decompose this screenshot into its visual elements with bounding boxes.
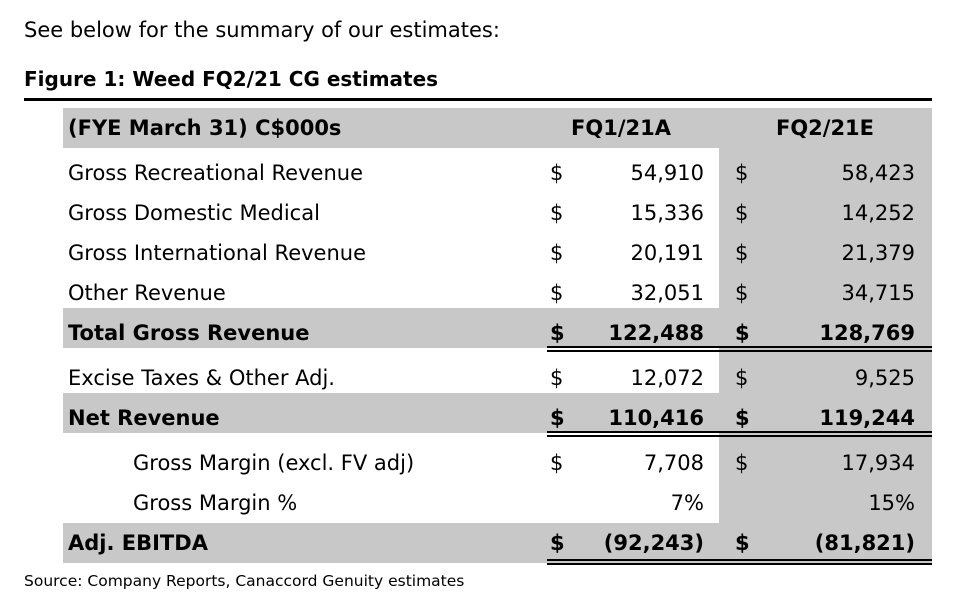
fq2-currency: $	[735, 201, 749, 225]
total-gross-revenue-rule-2	[547, 350, 932, 352]
fq2-value: 15%	[868, 491, 915, 515]
fq1-currency: $	[550, 281, 564, 305]
estimate-column-shade	[719, 148, 932, 563]
header-label: (FYE March 31) C$000s	[68, 116, 342, 140]
fq2-value: 21,379	[841, 241, 915, 265]
adj-ebitda-rule	[547, 559, 932, 561]
row-label: Total Gross Revenue	[68, 321, 310, 345]
fq1-value: 7%	[670, 491, 704, 515]
fq1-currency: $	[550, 451, 564, 475]
fq2-currency: $	[735, 366, 749, 390]
fq2-value: 34,715	[841, 281, 915, 305]
fq2-value: 128,769	[819, 321, 915, 345]
intro-text: See below for the summary of our estimat…	[24, 18, 500, 42]
fq2-currency: $	[735, 161, 749, 185]
header-fq2: FQ2/21E	[775, 116, 875, 140]
fq1-value: 15,336	[630, 201, 704, 225]
fq2-value: 9,525	[854, 366, 915, 390]
adj-ebitda-shade	[63, 523, 932, 563]
net-revenue-shade	[63, 393, 932, 433]
fq1-currency: $	[550, 366, 564, 390]
fq2-currency: $	[735, 321, 750, 345]
figure-title-rule	[24, 98, 932, 101]
fq2-currency: $	[735, 406, 750, 430]
fq1-currency: $	[550, 201, 564, 225]
row-label: Gross International Revenue	[68, 241, 367, 265]
figure-title: Figure 1: Weed FQ2/21 CG estimates	[24, 67, 439, 91]
fq1-value: 110,416	[608, 406, 704, 430]
fq2-currency: $	[735, 241, 749, 265]
row-label: Other Revenue	[68, 281, 226, 305]
fq2-value: 14,252	[841, 201, 915, 225]
fq2-currency: $	[735, 281, 749, 305]
fq1-currency: $	[550, 241, 564, 265]
source-note: Source: Company Reports, Canaccord Genui…	[24, 572, 465, 590]
fq1-value: 7,708	[643, 451, 704, 475]
fq1-value: 32,051	[630, 281, 704, 305]
fq2-currency: $	[735, 451, 749, 475]
total-gross-revenue-shade	[63, 308, 932, 348]
fq2-currency: $	[735, 531, 750, 555]
estimates-table: (FYE March 31) C$000s FQ1/21A FQ2/21E Gr…	[63, 108, 932, 565]
net-revenue-rule	[547, 431, 932, 433]
adj-ebitda-rule-2	[547, 563, 932, 565]
net-revenue-rule-2	[547, 435, 932, 437]
row-label: Gross Margin %	[133, 491, 298, 515]
fq1-value: 54,910	[630, 161, 704, 185]
fq1-currency: $	[550, 531, 565, 555]
fq1-value: 122,488	[608, 321, 704, 345]
fq1-value: (92,243)	[603, 531, 704, 555]
row-label: Net Revenue	[68, 406, 220, 430]
row-label: Gross Domestic Medical	[68, 201, 320, 225]
fq2-value: (81,821)	[814, 531, 915, 555]
total-gross-revenue-rule	[547, 346, 932, 348]
fq2-value: 17,934	[841, 451, 915, 475]
fq1-currency: $	[550, 161, 564, 185]
fq2-value: 119,244	[819, 406, 915, 430]
fq1-currency: $	[550, 321, 565, 345]
row-label: Gross Margin (excl. FV adj)	[133, 451, 415, 475]
header-row-shade	[63, 108, 932, 148]
row-label: Excise Taxes & Other Adj.	[68, 366, 335, 390]
header-fq1: FQ1/21A	[571, 116, 671, 140]
fq2-value: 58,423	[841, 161, 915, 185]
fq1-value: 12,072	[630, 366, 704, 390]
row-label: Gross Recreational Revenue	[68, 161, 363, 185]
row-label: Adj. EBITDA	[68, 531, 208, 555]
fq1-currency: $	[550, 406, 565, 430]
fq1-value: 20,191	[630, 241, 704, 265]
